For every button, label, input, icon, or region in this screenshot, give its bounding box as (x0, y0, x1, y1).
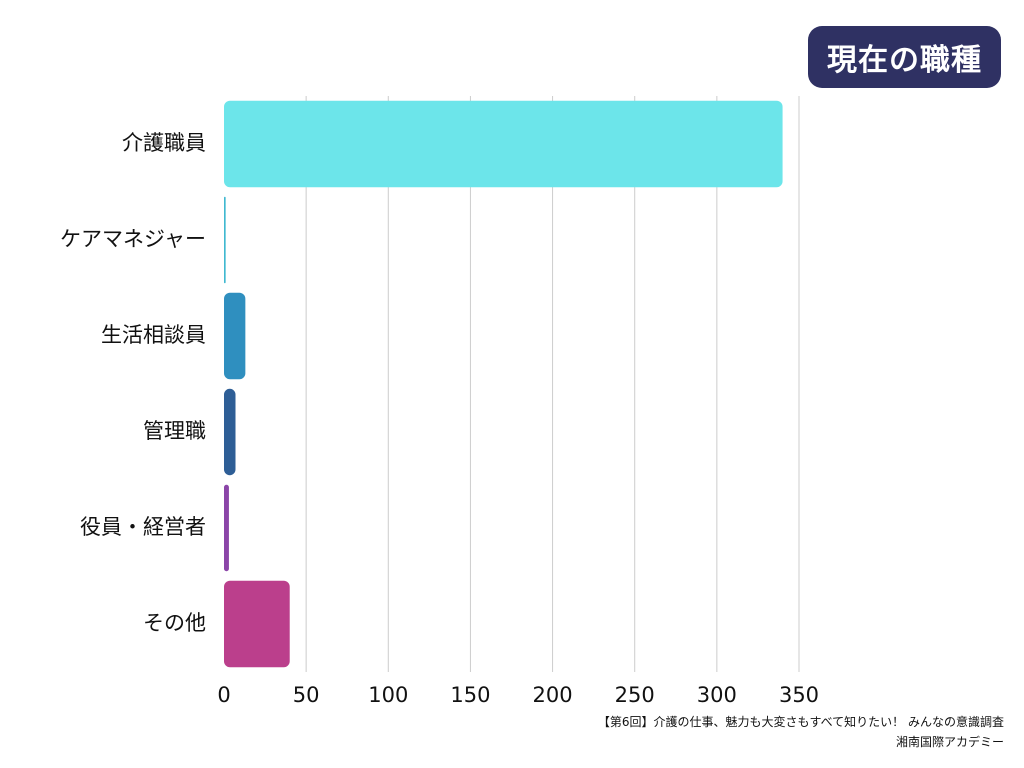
x-tick-label: 100 (368, 683, 408, 707)
chart-title: 現在の職種 (808, 26, 1001, 88)
category-label: 生活相談員 (101, 323, 206, 347)
x-tick-label: 150 (450, 683, 490, 707)
category-label: 管理職 (143, 419, 206, 443)
category-label: その他 (143, 611, 206, 635)
category-label: ケアマネジャー (60, 227, 206, 251)
bar (224, 484, 229, 572)
bar (224, 292, 246, 380)
bar (224, 388, 236, 476)
bar (224, 196, 226, 284)
x-tick-label: 250 (615, 683, 655, 707)
category-label: 役員・経営者 (80, 515, 206, 539)
x-tick-label: 300 (697, 683, 737, 707)
x-tick-label: 350 (779, 683, 819, 707)
bar (224, 100, 783, 188)
x-tick-label: 0 (217, 683, 230, 707)
source-caption: 【第6回】介護の仕事、魅力も大変さもすべて知りたい！ みんなの意識調査 (597, 715, 1004, 729)
source-organization: 湘南国際アカデミー (895, 735, 1004, 749)
category-label: 介護職員 (122, 131, 206, 155)
bar (224, 580, 290, 668)
x-tick-label: 200 (533, 683, 573, 707)
x-tick-label: 50 (293, 683, 320, 707)
